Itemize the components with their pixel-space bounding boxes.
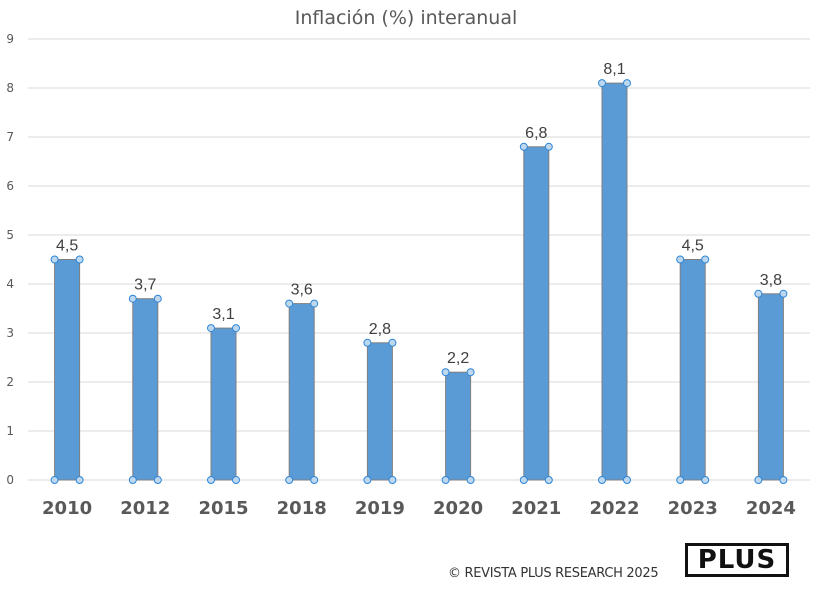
selection-handle [285, 476, 294, 484]
data-label: 8,1 [603, 61, 625, 78]
bar [54, 259, 81, 481]
x-tick-label: 2021 [511, 498, 561, 519]
bar [679, 259, 706, 481]
selection-handle [623, 476, 631, 484]
bars: 4,5 3,7 3,1 3,6 2,8 2,2 6,8 8,1 4,5 3,8 [50, 61, 788, 484]
chart-title: Inflación (%) interanual [295, 7, 518, 29]
selection-handle [754, 476, 763, 484]
selection-handle [207, 324, 215, 333]
selection-handle [153, 476, 162, 484]
y-tick-label: 0 [6, 473, 14, 487]
bar [210, 327, 237, 481]
data-label: 4,5 [56, 238, 78, 255]
selection-handle [75, 255, 84, 264]
bar-group: 8,1 [598, 61, 631, 484]
selection-handle [232, 324, 240, 333]
y-tick-label: 6 [6, 179, 14, 193]
data-label: 2,2 [447, 350, 469, 367]
selection-handle [519, 476, 528, 484]
selection-handle [285, 299, 294, 308]
x-tick-label: 2024 [746, 498, 796, 519]
data-label: 4,5 [682, 238, 704, 255]
selection-handle [701, 476, 710, 484]
y-tick-label: 5 [6, 228, 14, 242]
selection-handle [754, 289, 763, 298]
bar-group: 3,6 [285, 282, 319, 484]
bar-group: 4,5 [676, 238, 710, 484]
copyright-text: © REVISTA PLUS RESEARCH 2025 [448, 566, 659, 581]
selection-handle [310, 476, 319, 484]
bar-group: 3,7 [128, 277, 162, 484]
data-label: 3,6 [291, 282, 313, 299]
bar-group: 4,5 [50, 238, 84, 484]
selection-handle [466, 368, 475, 377]
data-label: 6,8 [525, 125, 547, 142]
selection-handle [128, 476, 137, 484]
bar [757, 293, 784, 481]
y-tick-label: 1 [6, 424, 14, 438]
bar-group: 3,1 [207, 306, 240, 484]
plus-logo: PLUS [685, 543, 789, 577]
y-tick-label: 9 [6, 32, 14, 46]
bar [366, 342, 393, 481]
selection-handle [232, 476, 240, 484]
bar-group: 6,8 [519, 125, 553, 484]
x-tick-label: 2022 [589, 498, 639, 519]
selection-handle [779, 289, 788, 298]
x-tick-label: 2019 [355, 498, 405, 519]
selection-handle [779, 476, 788, 484]
gridlines [28, 38, 810, 481]
bar-group: 2,2 [441, 350, 475, 484]
x-tick-label: 2012 [120, 498, 170, 519]
bar-group: 2,8 [363, 321, 397, 484]
selection-handle [128, 294, 137, 303]
bar [601, 82, 628, 481]
selection-handle [519, 142, 528, 151]
bar [523, 146, 550, 481]
data-label: 2,8 [369, 321, 391, 338]
selection-handle [441, 368, 450, 377]
selection-handle [623, 79, 631, 88]
selection-handle [363, 476, 372, 484]
x-tick-label: 2015 [198, 498, 248, 519]
selection-handle [544, 142, 553, 151]
selection-handle [598, 79, 606, 88]
selection-handle [544, 476, 553, 484]
selection-handle [676, 476, 685, 484]
selection-handle [75, 476, 84, 484]
y-tick-label: 8 [6, 81, 14, 95]
y-tick-label: 2 [6, 375, 14, 389]
bar-group: 3,8 [754, 272, 788, 484]
selection-handle [441, 476, 450, 484]
selection-handle [701, 255, 710, 264]
x-axis-ticks: 2010 2012 2015 2018 2019 2020 2021 2022 2023 2024 [42, 498, 796, 519]
x-tick-label: 2010 [42, 498, 92, 519]
bar [288, 303, 315, 481]
selection-handle [207, 476, 215, 484]
x-tick-label: 2018 [277, 498, 327, 519]
data-label: 3,1 [212, 306, 234, 323]
selection-handle [50, 476, 59, 484]
data-label: 3,7 [134, 277, 156, 294]
bar [445, 371, 472, 481]
x-tick-label: 2023 [668, 498, 718, 519]
bar [132, 298, 159, 481]
selection-handle [50, 255, 59, 264]
selection-handle [388, 338, 397, 347]
selection-handle [153, 294, 162, 303]
selection-handle [598, 476, 606, 484]
data-label: 3,8 [760, 272, 782, 289]
y-tick-label: 4 [6, 277, 14, 291]
selection-handle [676, 255, 685, 264]
selection-handle [363, 338, 372, 347]
selection-handle [466, 476, 475, 484]
x-tick-label: 2020 [433, 498, 483, 519]
y-tick-label: 3 [6, 326, 14, 340]
selection-handle [310, 299, 319, 308]
y-axis-ticks: 0 1 2 3 4 5 6 7 8 9 [6, 32, 14, 487]
y-tick-label: 7 [6, 130, 14, 144]
selection-handle [388, 476, 397, 484]
